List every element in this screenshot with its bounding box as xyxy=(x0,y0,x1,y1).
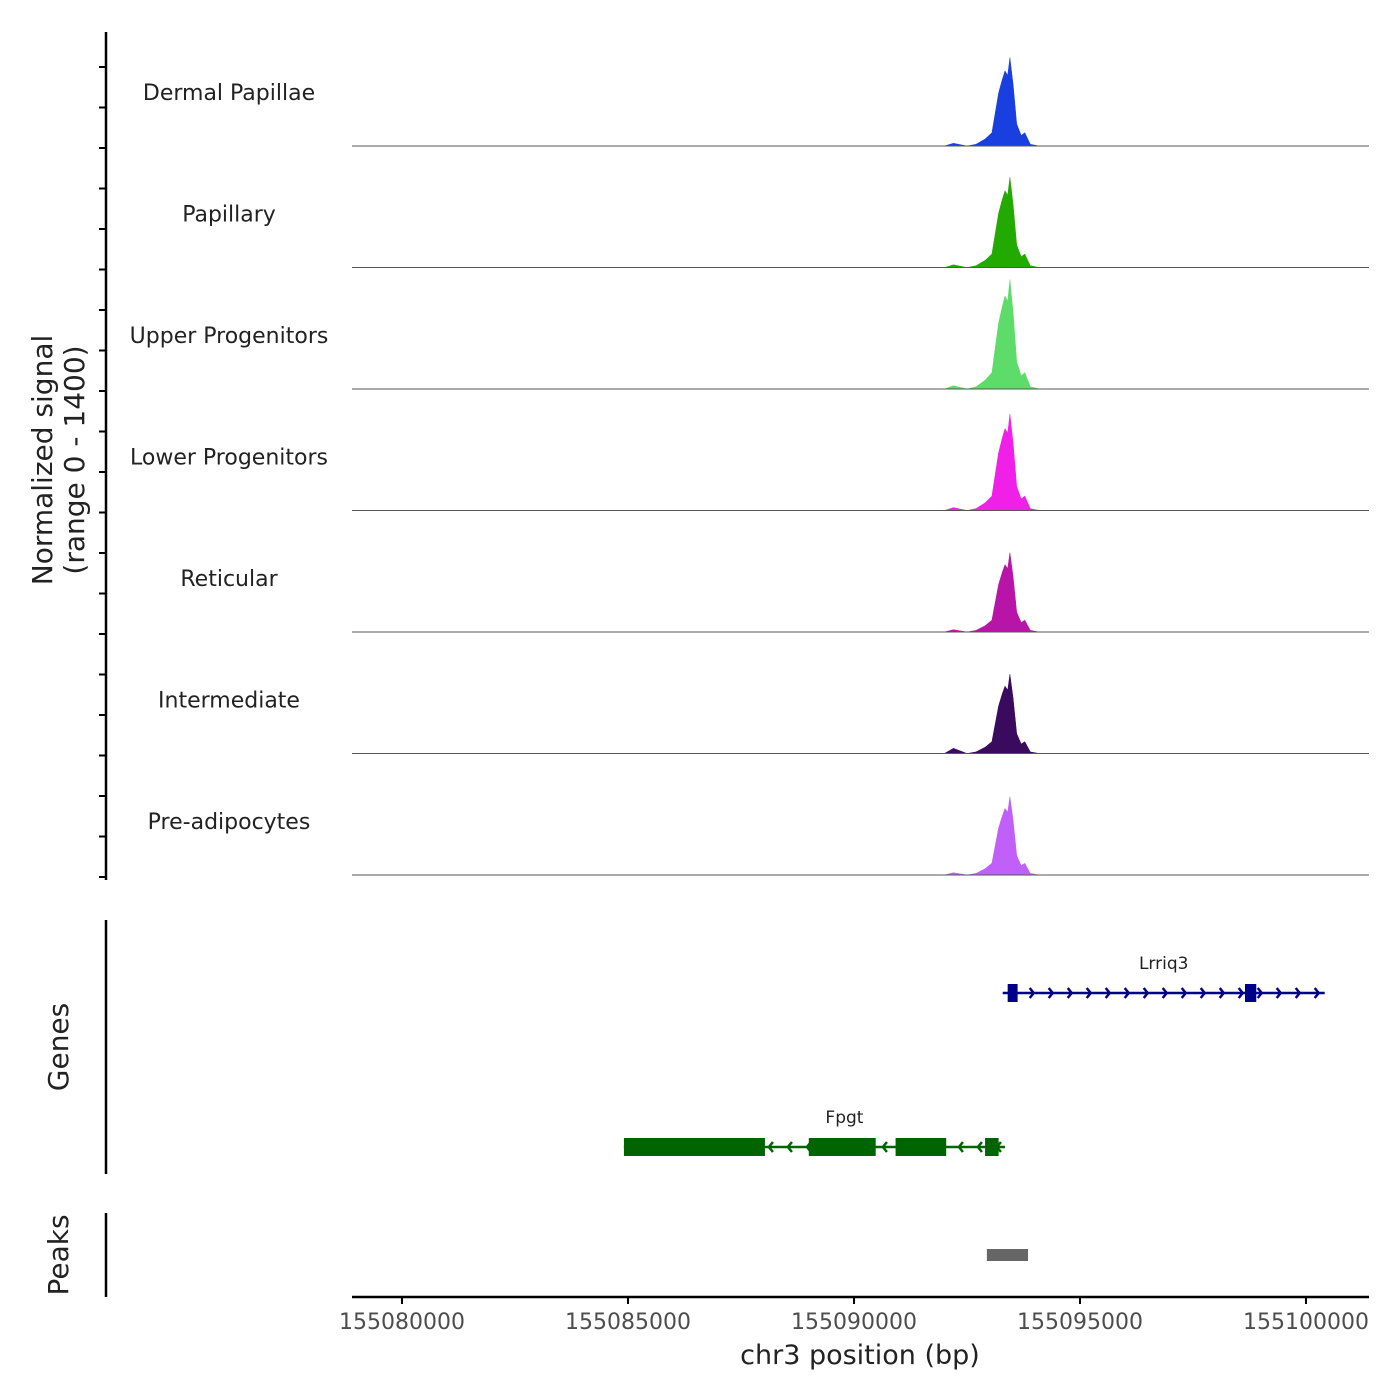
strand-arrow-icon xyxy=(1104,987,1112,999)
signal-area xyxy=(352,414,1040,511)
gene-lrriq3[interactable]: Lrriq3 xyxy=(1002,954,1325,1002)
strand-arrow-icon xyxy=(767,1141,774,1153)
strand-arrow-icon xyxy=(1142,987,1150,999)
strand-arrow-icon xyxy=(1066,987,1074,999)
signal-area xyxy=(352,796,1040,876)
signal-track: Upper Progenitors xyxy=(130,279,1369,390)
signal-area xyxy=(352,177,1040,268)
strand-arrow-icon xyxy=(1275,987,1283,999)
y-axis-label-line1: Normalized signal xyxy=(26,335,59,586)
strand-arrow-icon xyxy=(881,1141,888,1153)
track-label: Lower Progenitors xyxy=(130,446,328,471)
track-label: Upper Progenitors xyxy=(130,324,329,349)
strand-arrow-icon xyxy=(786,1141,793,1153)
strand-arrow-icon xyxy=(1047,987,1055,999)
strand-arrow-icon xyxy=(1028,987,1036,999)
track-label: Dermal Papillae xyxy=(143,81,315,106)
peak-region xyxy=(986,1249,1029,1261)
y-axis-label-line2: (range 0 - 1400) xyxy=(58,345,91,574)
signal-track: Reticular xyxy=(180,552,1369,633)
signal-area xyxy=(352,279,1040,390)
signal-area xyxy=(352,57,1040,147)
signal-area xyxy=(352,674,1040,754)
gene-exon xyxy=(808,1138,876,1156)
track-label: Reticular xyxy=(180,567,278,592)
gene-exon xyxy=(623,1138,765,1156)
gene-exon xyxy=(1007,984,1018,1002)
gene-label: Fpgt xyxy=(825,1108,863,1128)
signal-track: Intermediate xyxy=(158,674,1369,754)
gene-exon xyxy=(895,1138,947,1156)
strand-arrow-icon xyxy=(976,1141,983,1153)
gene-fpgt[interactable]: Fpgt xyxy=(623,1108,1005,1156)
strand-arrow-icon xyxy=(1294,987,1302,999)
x-axis-label: chr3 position (bp) xyxy=(740,1340,980,1371)
strand-arrow-icon xyxy=(1123,987,1131,999)
signal-track: Lower Progenitors xyxy=(130,414,1369,511)
signal-track: Papillary xyxy=(182,177,1369,268)
gene-exon xyxy=(1244,984,1257,1002)
gene-label: Lrriq3 xyxy=(1139,954,1188,974)
gene-exon xyxy=(985,1138,999,1156)
track-label: Papillary xyxy=(182,203,276,228)
strand-arrow-icon xyxy=(1180,987,1188,999)
strand-arrow-icon xyxy=(957,1141,964,1153)
strand-arrow-icon xyxy=(1199,987,1207,999)
x-tick-label: 155090000 xyxy=(791,1310,917,1335)
strand-arrow-icon xyxy=(1161,987,1169,999)
x-tick-label: 155080000 xyxy=(339,1310,465,1335)
peaks-track-label: Peaks xyxy=(42,1214,75,1295)
signal-area xyxy=(352,552,1040,633)
strand-arrow-icon xyxy=(1313,987,1321,999)
track-label: Pre-adipocytes xyxy=(148,810,311,835)
x-tick-label: 155085000 xyxy=(565,1310,691,1335)
signal-track: Pre-adipocytes xyxy=(148,796,1369,876)
x-tick-label: 155095000 xyxy=(1017,1310,1143,1335)
strand-arrow-icon xyxy=(1085,987,1093,999)
signal-track: Dermal Papillae xyxy=(143,57,1369,147)
track-label: Intermediate xyxy=(158,689,300,714)
strand-arrow-icon xyxy=(1237,987,1245,999)
strand-arrow-icon xyxy=(1256,987,1264,999)
x-tick-label: 155100000 xyxy=(1243,1310,1369,1335)
strand-arrow-icon xyxy=(1218,987,1226,999)
genes-track-label: Genes xyxy=(42,1003,75,1091)
